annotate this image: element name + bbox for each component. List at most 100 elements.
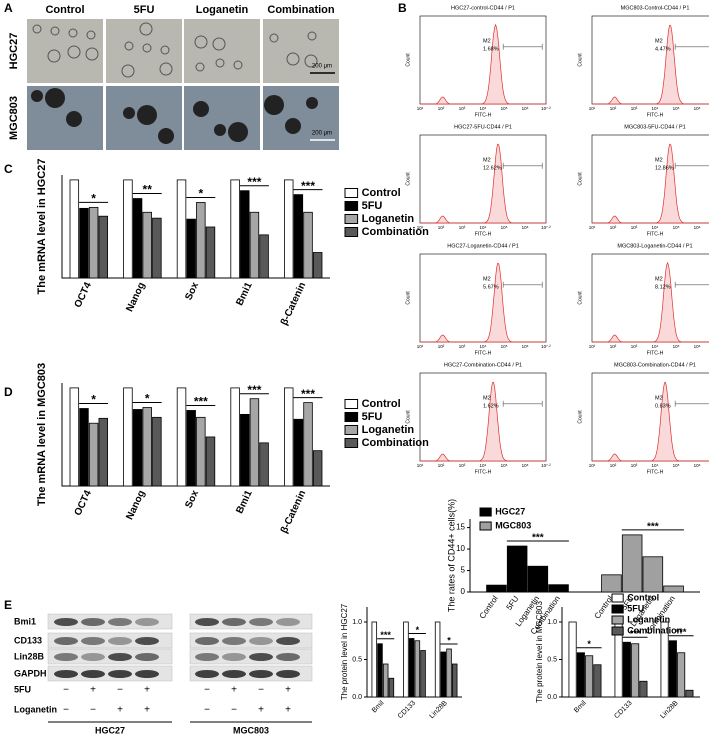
y-axis-label: The rates of CD44+ cells(%) bbox=[446, 499, 456, 612]
cell-cluster bbox=[31, 90, 43, 102]
bar bbox=[685, 689, 694, 698]
blot-band bbox=[81, 618, 105, 626]
x-tick-label: CD133 bbox=[397, 700, 417, 720]
bar bbox=[440, 651, 447, 698]
treatment-sign: − bbox=[258, 685, 264, 696]
blot-band bbox=[135, 637, 159, 645]
flow-x-tick: 10⁶ bbox=[694, 344, 701, 349]
treatment-sign: − bbox=[63, 705, 69, 716]
legend-label: MGC803 bbox=[495, 520, 531, 530]
flow-title: MGC803-Combination-CD44 / P1 bbox=[614, 362, 696, 368]
flow-axes bbox=[591, 253, 709, 343]
bar bbox=[377, 643, 383, 698]
bar bbox=[293, 418, 304, 487]
flow-curve bbox=[592, 24, 709, 105]
legend-swatch bbox=[611, 593, 624, 603]
blot-band bbox=[54, 670, 78, 678]
flow-curve bbox=[420, 381, 546, 462]
flow-x-tick: 10² bbox=[610, 344, 617, 349]
protein-label: Bmi1 bbox=[14, 616, 36, 626]
bar bbox=[371, 621, 378, 698]
flow-curve bbox=[420, 143, 546, 224]
panel-label: B bbox=[398, 1, 407, 15]
gate-percent: 12.62% bbox=[483, 165, 502, 171]
blot-band bbox=[276, 618, 300, 626]
treatment-sign: + bbox=[90, 685, 96, 696]
treatment-sign: − bbox=[117, 685, 123, 696]
flow-x-tick: 10⁵ bbox=[501, 344, 508, 349]
bar bbox=[303, 211, 313, 279]
bar bbox=[259, 234, 269, 279]
cell-cluster bbox=[212, 37, 226, 51]
cell-cluster bbox=[85, 47, 99, 61]
cell-cluster bbox=[160, 45, 170, 55]
x-tick-label: OCT4 bbox=[73, 488, 94, 517]
flow-x-tick: 10⁴ bbox=[652, 225, 659, 230]
flow-x-tick: 10² bbox=[610, 225, 617, 230]
blot-band bbox=[54, 618, 78, 626]
flow-axes bbox=[419, 134, 547, 224]
significance-label: *** bbox=[676, 627, 687, 637]
blot-band bbox=[195, 653, 219, 661]
flow-x-label: FITC-H bbox=[475, 469, 492, 475]
cell-cluster bbox=[285, 118, 301, 134]
blot-band bbox=[108, 637, 132, 645]
y-tick-label: 0 bbox=[461, 587, 466, 596]
flow-curve bbox=[592, 261, 709, 343]
bar bbox=[69, 179, 80, 279]
blot-band bbox=[249, 670, 273, 678]
treatment-sign: − bbox=[63, 685, 69, 696]
y-axis-label: The protein level in HGC27 bbox=[340, 603, 349, 700]
cell-cluster bbox=[193, 101, 209, 117]
bar bbox=[414, 640, 421, 698]
bar bbox=[196, 202, 206, 279]
micrograph bbox=[27, 19, 103, 83]
y-tick-label: 1.0 bbox=[352, 619, 362, 626]
y-tick-label: 5 bbox=[461, 566, 466, 575]
blot-band bbox=[222, 653, 246, 661]
legend-label: Combination bbox=[362, 226, 429, 238]
cell-cluster bbox=[214, 124, 226, 136]
flow-x-tick: 10⁵ bbox=[501, 106, 508, 111]
bar bbox=[284, 179, 294, 279]
significance-label: *** bbox=[630, 629, 641, 639]
treatment-label: 5FU bbox=[14, 684, 31, 694]
significance-label: * bbox=[145, 392, 150, 406]
bar bbox=[621, 534, 643, 593]
bar bbox=[249, 211, 260, 279]
flow-x-tick: 10¹ bbox=[417, 106, 424, 111]
y-tick-label: 15 bbox=[456, 523, 465, 532]
bar bbox=[434, 621, 441, 698]
bar bbox=[593, 664, 602, 698]
flow-x-tick: 10⁷·² bbox=[541, 344, 551, 349]
treatment-sign: − bbox=[231, 705, 237, 716]
flow-x-tick: 10¹ bbox=[417, 463, 424, 468]
blot-band bbox=[108, 670, 132, 678]
flow-y-label: Count bbox=[577, 172, 583, 186]
panel-label: C bbox=[4, 162, 13, 176]
gate-bracket bbox=[674, 400, 709, 407]
treatment-sign: + bbox=[231, 685, 237, 696]
flow-x-tick: 10⁵ bbox=[673, 344, 680, 349]
flow-x-label: FITC-H bbox=[475, 231, 492, 237]
bar bbox=[152, 416, 162, 487]
bar bbox=[240, 413, 250, 487]
gate-bracket bbox=[502, 281, 543, 288]
cell-cluster bbox=[159, 62, 173, 76]
blot-band bbox=[81, 670, 105, 678]
flow-x-tick: 10⁴ bbox=[480, 344, 487, 349]
panel-label: D bbox=[4, 385, 13, 399]
protein-label: CD133 bbox=[14, 635, 42, 645]
flow-x-tick: 10³ bbox=[631, 225, 638, 230]
cell-cluster bbox=[142, 43, 152, 53]
flow-title: MGC803-Control-CD44 / P1 bbox=[621, 5, 690, 11]
flow-x-tick: 10³ bbox=[631, 463, 638, 468]
column-header: 5FU bbox=[134, 4, 155, 16]
bar bbox=[576, 652, 585, 698]
significance-label: * bbox=[91, 192, 96, 206]
blot-band bbox=[222, 637, 246, 645]
cell-cluster bbox=[137, 105, 157, 125]
y-tick-label: 0.5 bbox=[547, 656, 557, 663]
scale-label: 200 μm bbox=[312, 64, 332, 70]
flow-x-tick: 10³ bbox=[459, 106, 466, 111]
